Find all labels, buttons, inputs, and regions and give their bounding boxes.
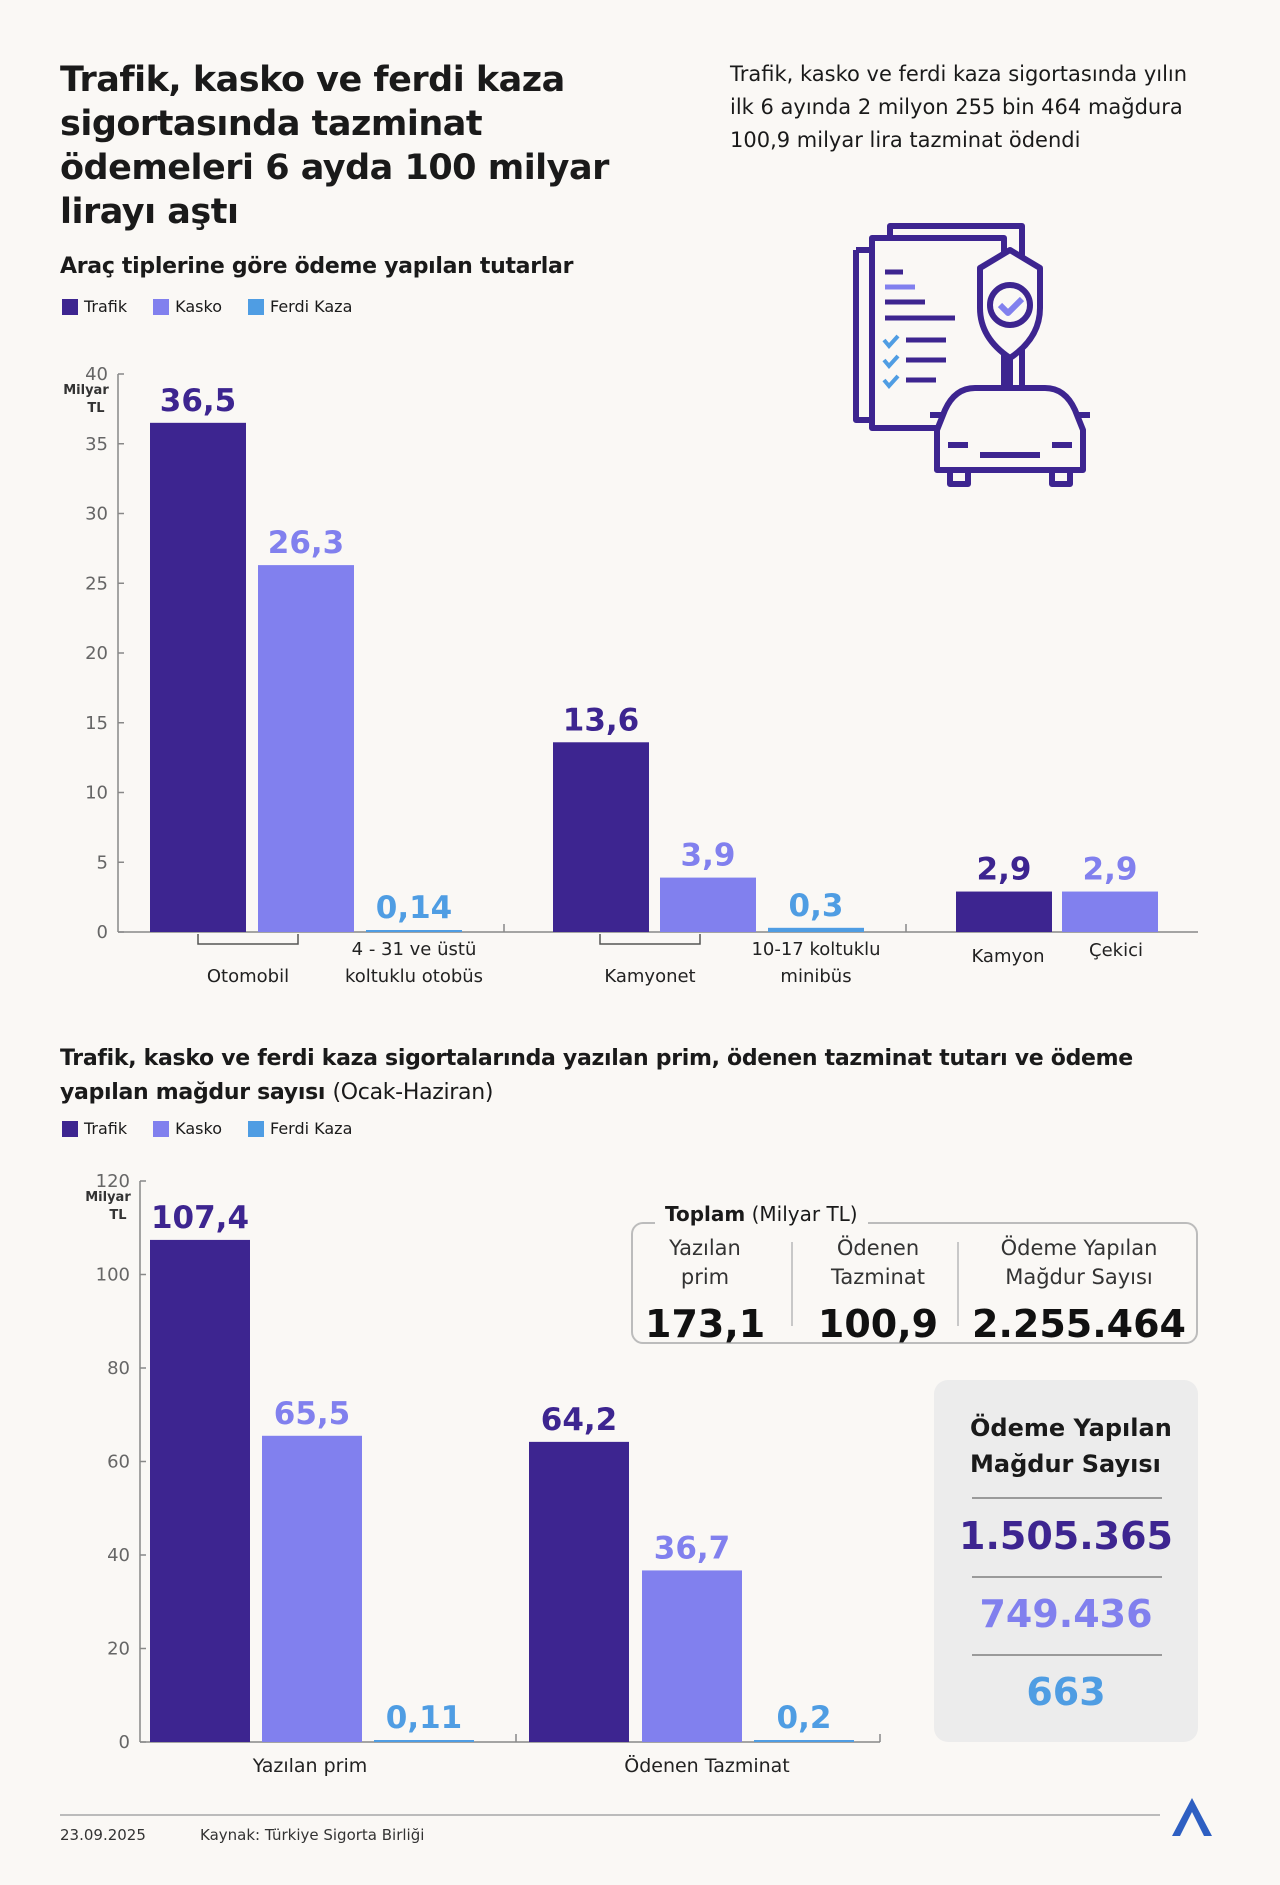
- data-label: 107,4: [151, 1200, 249, 1236]
- legend-kasko: Kasko: [153, 297, 222, 316]
- y-tick-label: 40: [85, 364, 108, 385]
- y-axis-unit: TL: [109, 1208, 126, 1223]
- y-tick-label: 0: [97, 922, 108, 943]
- victims-box: Ödeme Yapılan Mağdur Sayısı 1.505.365 749…: [934, 1380, 1198, 1742]
- data-label: 0,3: [789, 888, 844, 924]
- category-bracket: [197, 934, 299, 945]
- data-label: 13,6: [563, 702, 640, 738]
- data-label: 36,5: [160, 383, 237, 419]
- y-tick-label: 20: [107, 1639, 130, 1660]
- y-tick-label: 25: [85, 573, 108, 594]
- category-label: 10-17 koltuklu: [751, 939, 880, 960]
- total-written-premium: Yazılan prim 173,1: [645, 1236, 766, 1346]
- category-bracket: [599, 934, 701, 945]
- category-label: Çekici: [1089, 940, 1143, 961]
- bar: [754, 1740, 854, 1742]
- legend-ferdi-kaza: Ferdi Kaza: [248, 297, 352, 316]
- divider: [972, 1576, 1162, 1578]
- data-label: 2,9: [1083, 852, 1138, 888]
- category-label: Yazılan prim: [252, 1755, 368, 1777]
- y-tick-label: 120: [96, 1171, 130, 1192]
- data-label: 0,2: [777, 1700, 832, 1736]
- category-label: Kamyonet: [604, 966, 695, 987]
- y-axis-unit: TL: [87, 401, 104, 416]
- total-paid-compensation: Ödenen Tazminat 100,9: [817, 1236, 939, 1346]
- y-tick-label: 0: [119, 1732, 130, 1753]
- y-tick-label: 30: [85, 504, 108, 525]
- summary-text: Trafik, kasko ve ferdi kaza sigortasında…: [730, 62, 1188, 152]
- page-title: Trafik, kasko ve ferdi kaza sigortasında…: [60, 60, 609, 232]
- bar: [553, 742, 649, 932]
- bar: [642, 1570, 742, 1742]
- bar: [374, 1740, 474, 1742]
- chart2-legend: Trafik Kasko Ferdi Kaza: [62, 1119, 352, 1138]
- divider: [972, 1654, 1162, 1656]
- category-label: Ödenen Tazminat: [624, 1754, 790, 1777]
- total-victims: Ödeme Yapılan Mağdur Sayısı 2.255.464: [972, 1236, 1186, 1346]
- data-label: 64,2: [541, 1402, 618, 1438]
- category-label: minibüs: [780, 966, 851, 987]
- y-tick-label: 80: [107, 1358, 130, 1379]
- y-tick-label: 35: [85, 434, 108, 455]
- totals-box: Yazılan prim 173,1 Ödenen Tazminat 100,9 Öde…: [631, 1222, 1198, 1346]
- legend-kasko: Kasko: [153, 1119, 222, 1138]
- chart1-title: Araç tiplerine göre ödeme yapılan tutarl…: [60, 254, 574, 279]
- chart1-legend: Trafik Kasko Ferdi Kaza: [62, 297, 352, 316]
- bar: [529, 1441, 629, 1742]
- bar: [150, 1239, 250, 1742]
- y-tick-label: 60: [107, 1452, 130, 1473]
- aa-logo-icon: [1172, 1798, 1212, 1836]
- y-tick-label: 40: [107, 1545, 130, 1566]
- bar: [150, 422, 246, 932]
- bar: [660, 877, 756, 932]
- insurance-document-shield-car-icon: [853, 223, 1090, 487]
- legend-ferdi-kaza: Ferdi Kaza: [248, 1119, 352, 1138]
- chart2-title: Trafik, kasko ve ferdi kaza sigortaların…: [60, 1046, 1133, 1105]
- bar: [768, 927, 864, 932]
- y-tick-label: 10: [85, 783, 108, 804]
- footer-source: Kaynak: Türkiye Sigorta Birliği: [200, 1826, 425, 1844]
- category-label: 4 - 31 ve üstü: [352, 939, 477, 960]
- legend-trafik: Trafik: [62, 297, 127, 316]
- bar: [1062, 891, 1158, 932]
- y-tick-label: 20: [85, 643, 108, 664]
- y-tick-label: 100: [96, 1265, 130, 1286]
- totals-heading: Toplam (Milyar TL): [655, 1202, 868, 1226]
- legend-trafik: Trafik: [62, 1119, 127, 1138]
- bar: [262, 1435, 362, 1742]
- victims-trafik: 1.505.365: [959, 1514, 1173, 1558]
- bar: [366, 930, 462, 932]
- bar: [258, 565, 354, 932]
- bar: [956, 891, 1052, 932]
- data-label: 0,11: [386, 1700, 463, 1736]
- category-label: Kamyon: [971, 946, 1044, 967]
- category-label: Otomobil: [207, 966, 289, 987]
- victims-kasko: 749.436: [979, 1592, 1153, 1636]
- data-label: 26,3: [268, 525, 345, 561]
- data-label: 0,14: [376, 890, 453, 926]
- footer-divider: [60, 1814, 1160, 1816]
- divider: [972, 1497, 1162, 1499]
- category-label: koltuklu otobüs: [345, 966, 483, 987]
- y-axis-unit: Milyar: [85, 1190, 131, 1205]
- data-label: 3,9: [681, 838, 736, 874]
- divider: [957, 1242, 959, 1326]
- footer-date: 23.09.2025: [60, 1826, 146, 1844]
- y-tick-label: 15: [85, 713, 108, 734]
- data-label: 2,9: [977, 852, 1032, 888]
- y-tick-label: 5: [97, 852, 108, 873]
- data-label: 36,7: [654, 1530, 731, 1566]
- y-axis-unit: Milyar: [63, 383, 109, 398]
- divider: [791, 1242, 793, 1326]
- victims-heading: Ödeme Yapılan Mağdur Sayısı: [970, 1414, 1172, 1478]
- data-label: 65,5: [274, 1396, 351, 1432]
- victims-ferdi: 663: [1026, 1670, 1106, 1714]
